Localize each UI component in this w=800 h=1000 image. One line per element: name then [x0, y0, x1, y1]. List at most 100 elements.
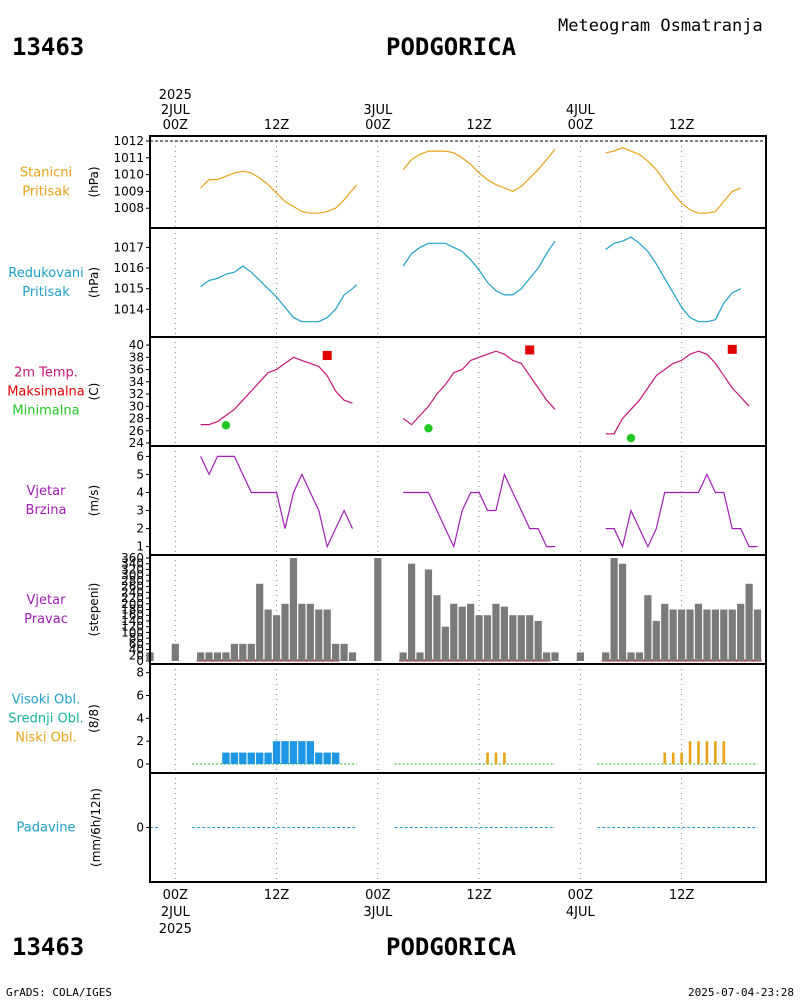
time-label-top: 12Z — [669, 118, 695, 133]
cloud-bar — [494, 752, 498, 764]
max-temp-marker — [525, 345, 535, 355]
direction-bar — [197, 652, 205, 661]
direction-bar — [433, 595, 441, 661]
direction-bar — [441, 626, 449, 661]
direction-bar — [686, 609, 694, 661]
time-label-bottom: 00Z — [163, 888, 189, 903]
direction-bar — [728, 609, 736, 661]
panel-title: Pritisak — [22, 285, 70, 300]
panel-reduced_pressure: 1014 1015 1016 1017 (hPa) Redukovani Pritisak — [8, 227, 767, 338]
direction-bar — [711, 609, 719, 661]
direction-bar — [315, 609, 323, 661]
y-tick-label: 0 — [136, 757, 144, 771]
series-line — [403, 472, 555, 549]
cloud-bar — [315, 752, 323, 764]
min-temp-marker — [626, 433, 636, 443]
panel-title: Vjetar — [27, 484, 67, 499]
cloud-bar — [688, 741, 692, 764]
series-line — [605, 236, 741, 323]
cloud-bar — [486, 752, 489, 764]
panel-wind_speed: 1 2 3 4 5 6 (m/s) Vjetar Brzina — [26, 445, 767, 556]
panels: 10081009101010111012(hPa)StanicniPritisa… — [7, 134, 767, 883]
y-tick-label: 80 — [129, 631, 144, 645]
y-tick-label: 1011 — [113, 151, 144, 165]
y-tick-label: 34 — [129, 375, 144, 389]
cloud-bar — [247, 752, 255, 764]
time-label-top: 00Z — [568, 118, 594, 133]
time-label-bottom: 3JUL — [363, 905, 393, 920]
y-tick-label: 3 — [136, 504, 144, 518]
time-label-bottom: 12Z — [466, 888, 492, 903]
cloud-bar — [281, 741, 289, 764]
y-tick-label: 26 — [129, 424, 144, 438]
direction-bar — [635, 652, 644, 661]
cloud-bar — [331, 752, 340, 764]
panel-title: Pravac — [24, 612, 68, 627]
series-line — [200, 455, 354, 549]
cloud-bar — [663, 752, 667, 764]
direction-bar — [424, 569, 433, 661]
direction-bar — [416, 652, 424, 661]
direction-bar — [332, 643, 340, 661]
direction-bar — [551, 652, 559, 661]
direction-bar — [610, 558, 618, 661]
footer-software: GrADS: COLA/IGES — [6, 986, 112, 999]
y-tick-label: 20 — [129, 648, 144, 662]
direction-bar — [348, 652, 357, 661]
y-tick-label: 360 — [121, 551, 144, 565]
y-tick-label: 4 — [136, 711, 144, 725]
direction-bar — [500, 606, 509, 661]
panel-station_pressure: 1008 1009 1010 1011 1012 (hPa) Stanicni Pritisa… — [20, 134, 767, 229]
station-name-top: PODGORICA — [386, 33, 517, 61]
y-tick-label: 0 — [136, 821, 144, 835]
y-tick-label: 0 — [136, 654, 144, 668]
time-label-bottom: 2JUL — [161, 905, 191, 920]
y-tick-label: 160 — [121, 608, 144, 622]
direction-bar — [703, 609, 711, 661]
time-label-top: 3JUL — [363, 103, 393, 118]
series-line — [402, 350, 556, 426]
direction-bar — [306, 603, 314, 661]
direction-bar — [753, 609, 762, 661]
y-tick-label: 180 — [121, 603, 144, 617]
y-tick-label: 1009 — [113, 184, 144, 198]
cloud-bar — [697, 741, 700, 764]
panel-title: Stanicni — [20, 166, 72, 181]
y-tick-label: 1015 — [113, 282, 144, 296]
cloud-bar — [671, 752, 675, 764]
series-line — [605, 147, 741, 214]
y-tick-label: 2 — [136, 522, 144, 536]
meteogram-subtitle: Meteogram Osmatranja — [558, 16, 763, 36]
time-label-bottom: 00Z — [365, 888, 391, 903]
direction-bar — [543, 652, 551, 661]
direction-bar — [517, 615, 525, 661]
y-tick-label: 32 — [129, 387, 144, 401]
direction-bar — [264, 609, 272, 661]
axis-label-y: (8/8) — [87, 704, 101, 733]
station-id-top: 13463 — [12, 33, 84, 61]
time-label-bottom: 4JUL — [566, 905, 596, 920]
direction-bar — [230, 643, 238, 661]
panel-title: Brzina — [26, 503, 67, 518]
cloud-bar — [323, 752, 331, 764]
y-tick-label: 4 — [136, 485, 144, 499]
panel-title: Redukovani — [8, 266, 83, 281]
direction-bar — [669, 609, 677, 661]
axis-label-y: (hPa) — [87, 166, 101, 197]
y-tick-label: 1014 — [113, 302, 144, 316]
time-label-top: 12Z — [466, 118, 492, 133]
panel-title: Srednji Obl. — [8, 712, 83, 727]
direction-bar — [407, 563, 416, 661]
cloud-bar — [239, 752, 247, 764]
direction-bar — [171, 643, 179, 661]
direction-bar — [374, 558, 382, 661]
direction-bar — [602, 652, 610, 661]
cloud-bar — [230, 752, 239, 764]
y-tick-label: 30 — [129, 399, 144, 413]
panel-frame — [149, 135, 767, 229]
y-tick-label: 1016 — [113, 261, 144, 275]
